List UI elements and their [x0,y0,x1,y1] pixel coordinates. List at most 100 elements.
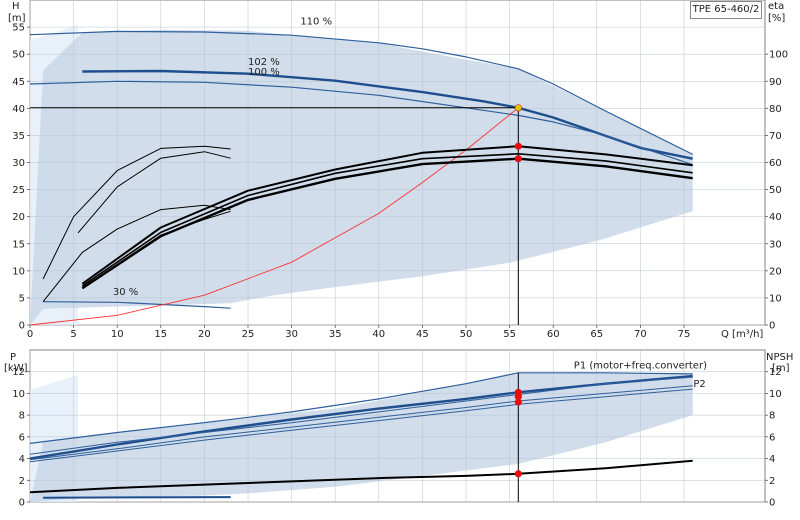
curve-label: 30 % [113,287,138,298]
y2-axis-unit-eta: [%] [768,13,785,24]
y2-tick-label: 10 [769,293,782,304]
y2-tick-label: 4 [769,454,775,465]
y2-axis-label-eta: eta [768,1,784,12]
x-tick-label: 75 [678,329,691,340]
y2-tick-label: 12 [769,367,782,378]
x-tick-label: 10 [111,329,124,340]
y-tick-label: 15 [12,239,25,250]
y-tick-label: 25 [12,185,25,196]
y-tick-label: 45 [12,77,25,88]
x-tick-label: 0 [27,329,33,340]
y2-axis-unit-npsh: [m] [772,363,790,374]
x-tick-label: 20 [198,329,211,340]
series-line-2 [29,80,693,166]
y-axis-unit-power: [kW] [4,363,28,374]
y-tick-label: 30 [12,158,25,169]
x-axis-label-flow: Q [m³/h] [721,329,763,340]
x-tick-label: 15 [154,329,167,340]
y2-tick-label: 0 [769,321,775,332]
operating-envelope-head [30,29,693,326]
y-tick-label: 40 [12,104,25,115]
series-line-9 [42,204,231,303]
series-line-0 [29,372,693,444]
x-tick-label: 45 [416,329,429,340]
duty-point-3 [514,470,522,478]
series-line-3 [29,385,693,461]
x-tick-label: 50 [460,329,473,340]
curve-label: 102 % [248,57,280,68]
operating-envelope-power [30,372,693,502]
y2-tick-label: 70 [769,131,782,142]
curve-label: P2 [693,379,705,390]
series-line-4 [29,388,693,463]
series-line-7 [29,459,693,494]
x-tick-label: 5 [70,329,76,340]
y-tick-label: 50 [12,50,25,61]
pump-model-title: TPE 65-460/2 [690,1,762,19]
series-line-3 [43,301,231,309]
series-line-7 [77,151,231,234]
axis-ticks-power: 0 2 4 6 8 10 12 0 2 4 6 8 10 12 [12,367,781,508]
y-axis-label-power: P [10,352,16,363]
curve-label: P1 (motor+freq.converter) [574,360,707,371]
x-tick-label: 65 [590,329,603,340]
duty-point-2 [514,398,522,406]
y2-tick-label: 100 [769,50,788,61]
y2-tick-label: 6 [769,432,775,443]
duty-points-head [514,104,522,163]
duty-point-2 [514,155,522,163]
duty-point-1 [514,142,522,150]
series-line-11 [81,145,693,285]
y2-tick-label: 0 [769,498,775,509]
y-tick-label: 20 [12,212,25,223]
x-tick-label: 60 [547,329,560,340]
x-tick-label: 35 [329,329,342,340]
curves-head [29,30,693,326]
series-line-0 [29,30,693,155]
x-tick-label: 55 [503,329,516,340]
head-efficiency-panel: 0510152025303540455055010203040506070809… [8,0,788,340]
y-axis-label-head: H [12,1,20,12]
y2-tick-label: 50 [769,185,782,196]
envelope-area [30,29,693,326]
curve-label: 110 % [300,16,332,27]
y2-tick-label: 90 [769,77,782,88]
y2-tick-label: 2 [769,476,775,487]
x-tick-label: 25 [242,329,255,340]
y-tick-label: 55 [12,23,25,34]
y-tick-label: 8 [19,411,25,422]
y-tick-label: 10 [12,389,25,400]
y2-tick-label: 30 [769,239,782,250]
y2-tick-label: 20 [769,266,782,277]
y-tick-label: 2 [19,476,25,487]
series-line-5 [43,496,231,499]
y-tick-label: 12 [12,367,25,378]
curve-labels-power: P1 (motor+freq.converter) P2 [574,360,707,389]
curve-labels-head: 110 % 102 %100 % 30 % [113,16,332,298]
x-tick-label: 70 [634,329,647,340]
series-line-1 [29,374,693,460]
power-npsh-panel: 0 2 4 6 8 10 12 0 2 4 6 8 10 12 P1 (motor+freq.conver… [4,349,793,509]
y2-tick-label: 80 [769,104,782,115]
y-tick-label: 35 [12,131,25,142]
y-tick-label: 4 [19,454,25,465]
y-tick-label: 5 [19,293,25,304]
y-tick-label: 0 [19,498,25,509]
y-axis-unit-head: [m] [8,13,26,24]
axis-ticks-head: 0510152025303540455055010203040506070809… [12,23,788,340]
y2-tick-label: 40 [769,212,782,223]
y-tick-label: 10 [12,266,25,277]
y-tick-label: 6 [19,432,25,443]
y2-tick-label: 60 [769,158,782,169]
series-line-2 [29,376,693,455]
series-line-10 [42,145,231,280]
y2-tick-label: 8 [769,411,775,422]
x-tick-label: 30 [285,329,298,340]
y2-tick-label: 10 [769,389,782,400]
y2-axis-label-npsh: NPSH [766,352,793,363]
duty-points-power [514,388,522,478]
y-tick-label: 0 [19,321,25,332]
series-line-13 [81,157,693,290]
duty-point-0 [514,104,522,112]
